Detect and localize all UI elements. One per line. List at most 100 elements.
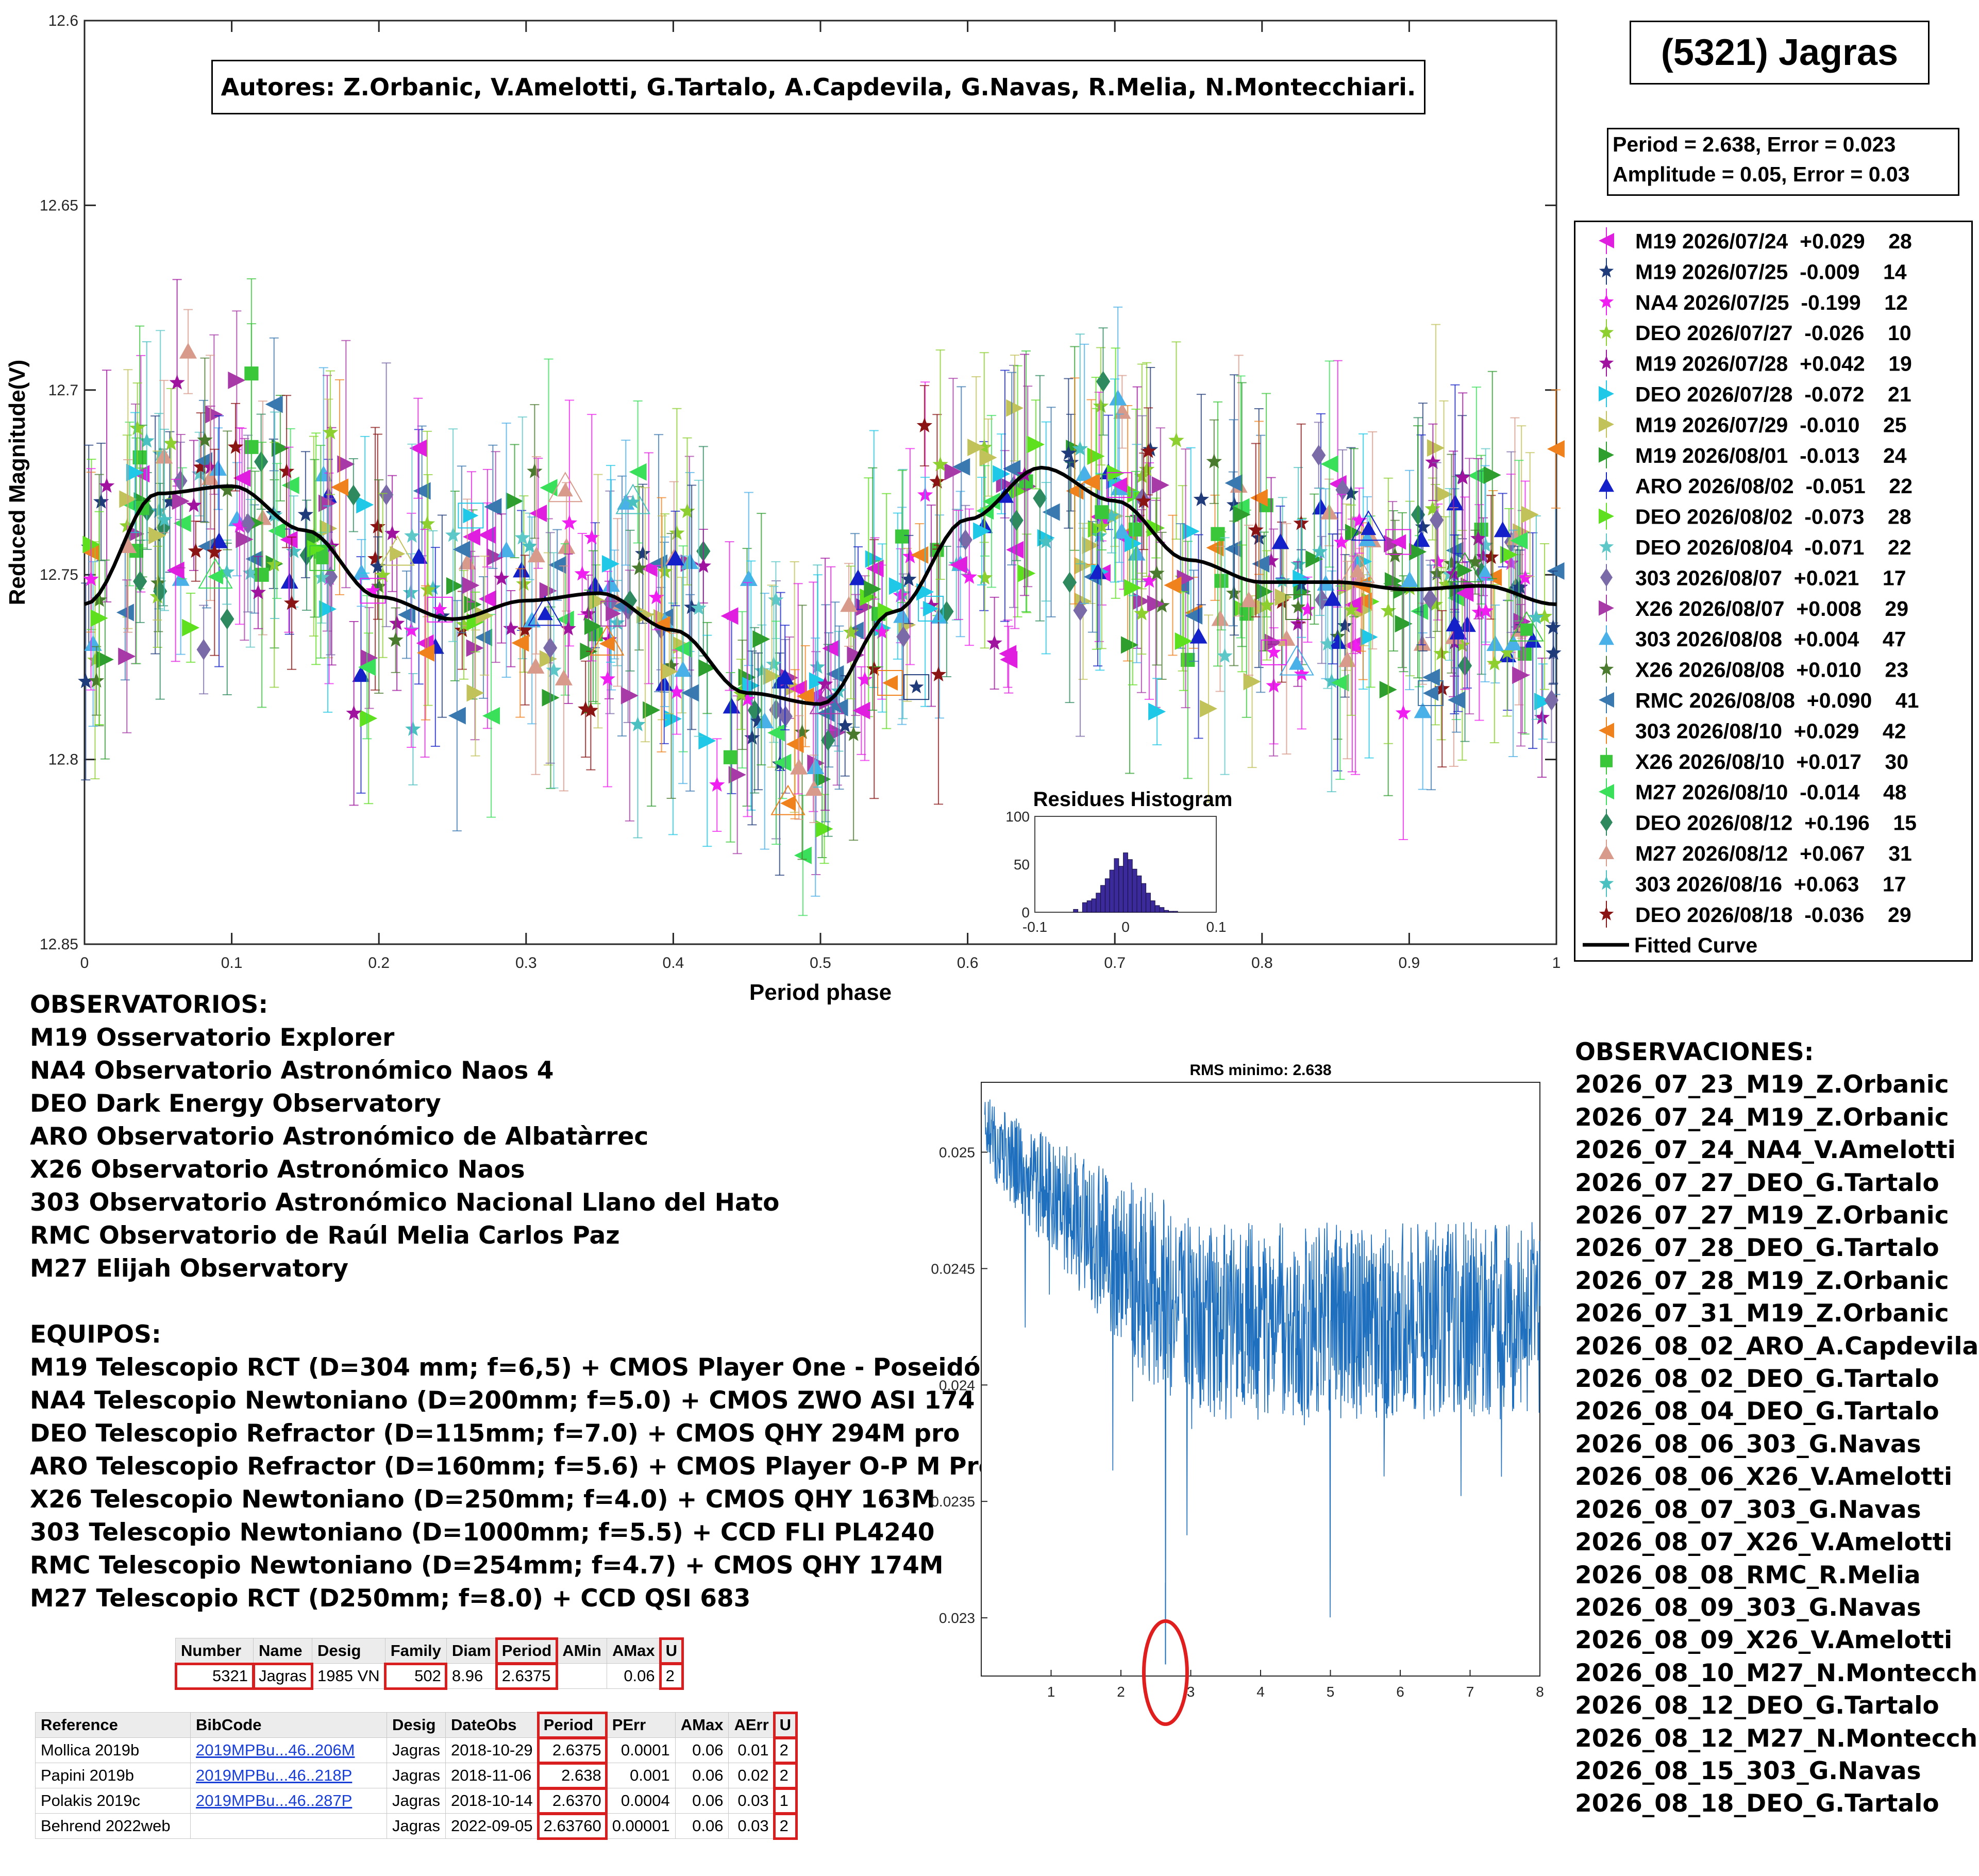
rms-curve [984, 1099, 1540, 1665]
legend-label: ARO 2026/08/02 -0.051 22 [1635, 474, 1913, 498]
data-point [478, 590, 496, 608]
col-header: Family [384, 1638, 447, 1664]
legend-label: 303 2026/08/08 +0.004 47 [1635, 627, 1906, 651]
outlier-marker [360, 578, 386, 604]
data-point [1320, 635, 1336, 651]
data-point [1073, 599, 1087, 621]
outlier-marker [1447, 551, 1483, 582]
histogram-bar [1086, 900, 1092, 913]
data-point [1347, 638, 1364, 653]
data-point [630, 716, 646, 731]
data-point [976, 439, 992, 455]
bibcode-link[interactable]: 2019MPBu...46..206M [190, 1737, 387, 1763]
cell-desig: Jagras [386, 1813, 446, 1839]
data-point [1345, 596, 1363, 614]
equipo-item: M27 Telescopio RCT (D250mm; f=8.0) + CCD… [30, 1584, 751, 1613]
legend-marker [1599, 416, 1614, 432]
histogram-bar [1104, 878, 1110, 913]
data-point [1164, 576, 1182, 594]
data-point [205, 406, 223, 424]
data-point [982, 492, 1000, 510]
rms-x-tick-label: 8 [1536, 1684, 1544, 1700]
data-point [1446, 615, 1464, 632]
cell-period: 2.63760 [537, 1812, 608, 1840]
legend-label: 303 2026/08/10 +0.029 42 [1635, 719, 1906, 743]
data-point [766, 656, 782, 672]
histogram-bar [1172, 911, 1178, 913]
cell-u: 1 [773, 1787, 798, 1815]
observatorio-item: M19 Osservatorio Explorer [30, 1024, 395, 1052]
data-point [1096, 371, 1111, 392]
data-point [561, 515, 578, 530]
data-point [999, 645, 1017, 663]
equipo-item: M19 Telescopio RCT (D=304 mm; f=6,5) + C… [30, 1353, 998, 1382]
col-header: AErr [728, 1712, 775, 1738]
bibcode-link[interactable]: 2019MPBu...46..287P [190, 1788, 387, 1814]
data-point [817, 676, 833, 691]
data-point [1214, 574, 1229, 588]
data-point [1312, 444, 1326, 466]
x-tick-label: 0.4 [663, 954, 684, 971]
x-tick-label: 0 [80, 954, 89, 971]
data-point [1358, 530, 1376, 546]
col-header: PErr [606, 1712, 676, 1738]
cell-u: 2 [773, 1736, 798, 1764]
data-point [402, 584, 419, 600]
data-point [1354, 592, 1372, 610]
data-point [360, 709, 378, 727]
legend-item: 303 2026/08/16 +0.063 17 [1599, 870, 1906, 897]
data-point [1361, 521, 1377, 535]
histogram-bar [1109, 869, 1115, 913]
data-point [1521, 506, 1539, 524]
data-point [837, 717, 853, 733]
data-point [409, 439, 427, 457]
bibcode-link[interactable]: 2019MPBu...46..218P [190, 1763, 387, 1788]
outlier-marker [1351, 510, 1386, 541]
data-point [620, 686, 639, 705]
observatorios-section: OBSERVATORIOS: M19 Osservatorio Explorer… [30, 989, 779, 1285]
table-row: Behrend 2022web Jagras 2022-09-05 2.6376… [35, 1812, 798, 1840]
data-point [1093, 398, 1109, 413]
data-point [365, 583, 380, 597]
data-point [794, 846, 812, 864]
data-point [584, 617, 602, 635]
data-point [1448, 691, 1466, 709]
observacion-item: 2026_08_18_DEO_G.Tartalo [1575, 1789, 1939, 1818]
outlier-marker [589, 625, 625, 656]
cell-name: Jagras [252, 1662, 313, 1690]
legend-item: DEO 2026/07/28 -0.072 21 [1599, 380, 1911, 407]
data-point [446, 577, 464, 595]
observatorio-item: DEO Dark Energy Observatory [30, 1090, 441, 1118]
data-point [250, 584, 266, 599]
data-point [1476, 565, 1494, 581]
cell-perr: 0.0001 [606, 1737, 676, 1763]
data-point [280, 531, 298, 549]
legend-label: M19 2026/08/01 -0.013 24 [1635, 444, 1907, 467]
data-point [805, 780, 823, 796]
histogram-bar [1141, 883, 1147, 913]
legend-marker [1600, 755, 1613, 767]
data-point [503, 620, 519, 635]
legend-marker [1599, 692, 1614, 708]
bibcode-link[interactable] [190, 1813, 387, 1839]
cell-amin [557, 1663, 607, 1689]
cell-period: 2.6375 [537, 1736, 608, 1764]
legend-item: NA4 2026/07/25 -0.199 12 [1599, 288, 1908, 315]
data-point [1409, 543, 1427, 561]
data-point [464, 595, 482, 613]
data-point [888, 577, 907, 595]
data-point [993, 465, 1011, 483]
cell-reference: Behrend 2022web [35, 1813, 191, 1839]
data-point [98, 478, 115, 493]
cell-period: 2.6370 [537, 1787, 608, 1815]
observatorio-item: X26 Observatorio Astronómico Naos [30, 1155, 525, 1184]
data-point [352, 666, 370, 682]
data-point [322, 424, 339, 440]
data-point [1175, 632, 1193, 650]
outlier-marker [380, 535, 415, 566]
outlier-marker [1509, 611, 1544, 642]
observacion-item: 2026_08_06_X26_V.Amelotti [1575, 1463, 1953, 1492]
legend-label: M19 2026/07/29 -0.010 25 [1635, 413, 1907, 437]
data-point [1289, 656, 1305, 670]
legend-item: DEO 2026/08/04 -0.071 22 [1599, 533, 1911, 560]
